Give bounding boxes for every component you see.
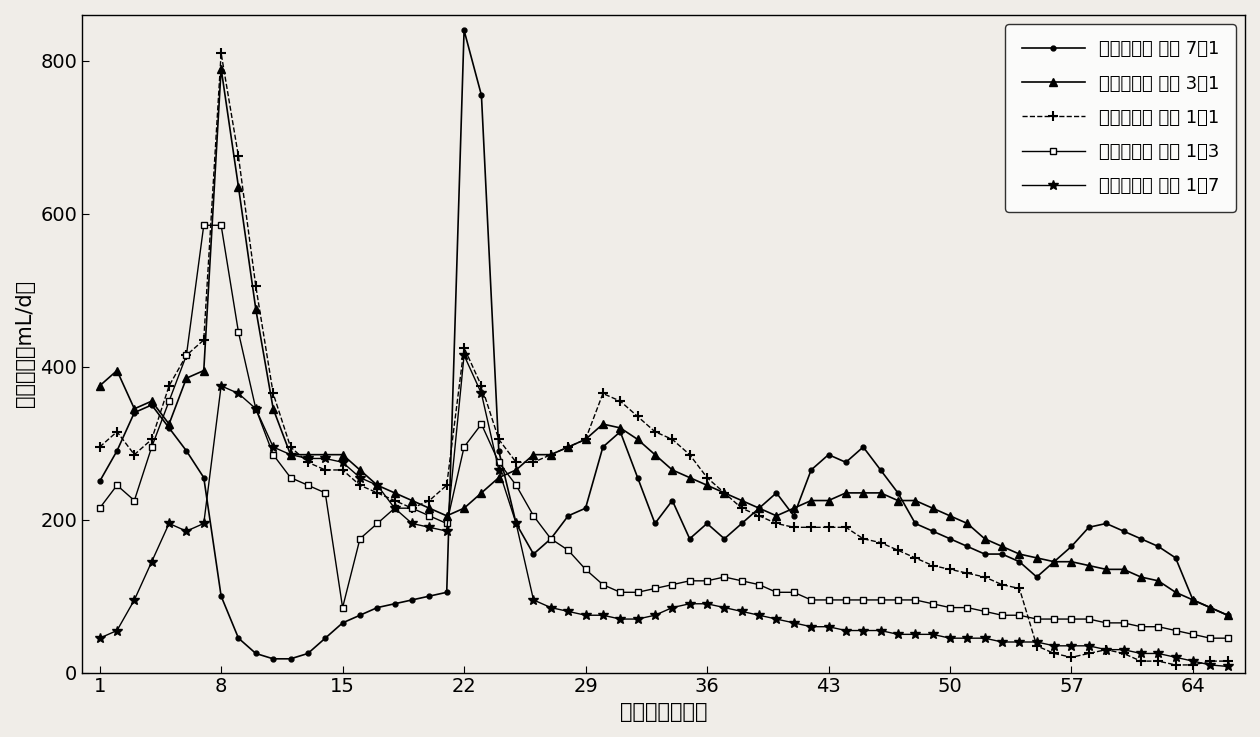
互花米草： 牛粪 3：1 bbox=[179, 374, 194, 383]
互花米草： 牛粪 1：7 bbox=[369, 481, 384, 489]
互花米草： 牛粪 1：1 bbox=[1168, 660, 1183, 669]
互花米草： 牛粪 3：1 bbox=[387, 489, 402, 497]
互花米草： 牛粪 3：1 bbox=[1150, 576, 1166, 585]
Line: 互花米草： 牛粪 3：1: 互花米草： 牛粪 3：1 bbox=[96, 64, 1232, 619]
互花米草： 牛粪 1：7 bbox=[1220, 662, 1235, 671]
互花米草： 牛粪 1：7 bbox=[179, 527, 194, 536]
互花米草： 牛粪 1：3 bbox=[1203, 634, 1218, 643]
Line: 互花米草： 牛粪 7：1: 互花米草： 牛粪 7：1 bbox=[97, 28, 1230, 661]
互花米草： 牛粪 1：1 bbox=[612, 397, 627, 405]
互花米草： 牛粪 1：3 bbox=[994, 611, 1009, 620]
互花米草： 牛粪 1：7 bbox=[456, 351, 471, 360]
互花米草： 牛粪 1：1 bbox=[994, 580, 1009, 589]
互花米草： 牛粪 1：7 bbox=[92, 634, 107, 643]
互花米草： 牛粪 3：1 bbox=[213, 64, 228, 73]
Line: 互花米草： 牛粪 1：3: 互花米草： 牛粪 1：3 bbox=[96, 222, 1231, 642]
互花米草： 牛粪 1：1 bbox=[1220, 657, 1235, 666]
互花米草： 牛粪 1：1 bbox=[456, 343, 471, 352]
互花米草： 牛粪 1：1 bbox=[92, 443, 107, 452]
互花米草： 牛粪 1：1 bbox=[179, 351, 194, 360]
互花米草： 牛粪 7：1 bbox=[1220, 611, 1235, 620]
互花米草： 牛粪 1：3 bbox=[612, 588, 627, 597]
互花米草： 牛粪 7：1 bbox=[92, 477, 107, 486]
X-axis label: 发酵时间（天）: 发酵时间（天） bbox=[620, 702, 707, 722]
互花米草： 牛粪 7：1 bbox=[387, 599, 402, 608]
互花米草： 牛粪 3：1 bbox=[595, 419, 610, 428]
互花米草： 牛粪 7：1 bbox=[266, 654, 281, 663]
互花米草： 牛粪 3：1 bbox=[92, 382, 107, 391]
互花米草： 牛粪 1：3 bbox=[179, 351, 194, 360]
互花米草： 牛粪 3：1 bbox=[1220, 611, 1235, 620]
互花米草： 牛粪 1：3 bbox=[387, 504, 402, 513]
互花米草： 牛粪 7：1 bbox=[474, 91, 489, 99]
互花米草： 牛粪 1：7 bbox=[994, 638, 1009, 646]
互花米草： 牛粪 1：3 bbox=[197, 221, 212, 230]
互花米草： 牛粪 1：3 bbox=[92, 504, 107, 513]
互花米草： 牛粪 7：1 bbox=[456, 26, 471, 35]
Legend: 互花米草： 牛粪 7：1, 互花米草： 牛粪 3：1, 互花米草： 牛粪 1：1, 互花米草： 牛粪 1：3, 互花米草： 牛粪 1：7: 互花米草： 牛粪 7：1, 互花米草： 牛粪 3：1, 互花米草： 牛粪 1：1… bbox=[1005, 24, 1236, 212]
Line: 互花米草： 牛粪 1：7: 互花米草： 牛粪 1：7 bbox=[94, 350, 1232, 671]
互花米草： 牛粪 7：1 bbox=[612, 427, 627, 436]
互花米草： 牛粪 1：3 bbox=[1220, 634, 1235, 643]
互花米草： 牛粪 7：1 bbox=[630, 473, 645, 482]
互花米草： 牛粪 1：7 bbox=[440, 527, 455, 536]
互花米草： 牛粪 3：1 bbox=[456, 504, 471, 513]
互花米草： 牛粪 3：1 bbox=[994, 542, 1009, 551]
互花米草： 牛粪 1：1 bbox=[595, 389, 610, 398]
互花米草： 牛粪 1：7 bbox=[1150, 649, 1166, 658]
互花米草： 牛粪 7：1 bbox=[1012, 557, 1027, 566]
互花米草： 牛粪 1：7 bbox=[595, 611, 610, 620]
互花米草： 牛粪 1：1 bbox=[387, 496, 402, 505]
Y-axis label: 日产气量（mL/d）: 日产气量（mL/d） bbox=[15, 280, 35, 408]
互花米草： 牛粪 1：3 bbox=[595, 580, 610, 589]
互花米草： 牛粪 1：1 bbox=[213, 49, 228, 57]
互花米草： 牛粪 7：1 bbox=[179, 447, 194, 455]
Line: 互花米草： 牛粪 1：1: 互花米草： 牛粪 1：1 bbox=[94, 49, 1232, 670]
互花米草： 牛粪 1：3 bbox=[456, 443, 471, 452]
